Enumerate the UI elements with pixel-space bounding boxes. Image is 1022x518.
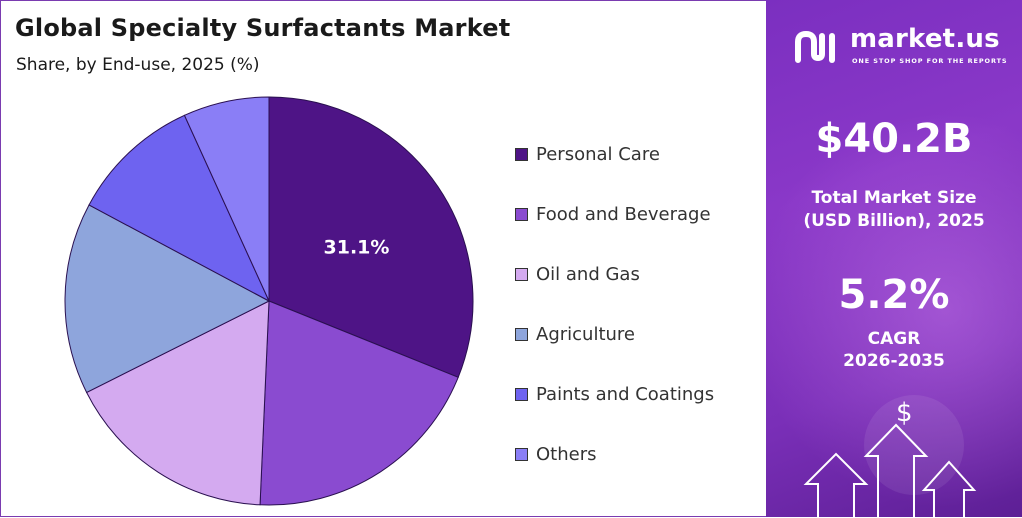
legend-swatch xyxy=(515,207,528,221)
pie-slice-paints-and-coatings xyxy=(88,114,271,303)
legend-label: Food and Beverage xyxy=(536,203,711,225)
pie-slice-others xyxy=(183,96,270,302)
growth-arrows-graphic: $ xyxy=(803,395,977,517)
legend-item-oil-and-gas: Oil and Gas xyxy=(515,262,640,286)
pie-slice-oil-and-gas xyxy=(85,300,270,506)
legend-item-paints-and-coatings: Paints and Coatings xyxy=(515,382,714,406)
chart-title: Global Specialty Surfactants Market xyxy=(15,14,511,42)
chart-subtitle: Share, by End-use, 2025 (%) xyxy=(16,55,260,75)
legend-swatch xyxy=(515,387,528,401)
up-arrow-icon xyxy=(921,460,977,517)
market-size-label-line1: Total Market Size xyxy=(811,188,977,208)
legend-label: Paints and Coatings xyxy=(536,383,715,405)
brand-name: market.us xyxy=(850,24,1000,54)
pie-chart: 31.1% xyxy=(64,96,474,506)
background-glow xyxy=(766,0,1022,517)
legend-item-food-and-beverage: Food and Beverage xyxy=(515,202,711,226)
legend-item-agriculture: Agriculture xyxy=(515,322,635,346)
legend-swatch xyxy=(515,267,528,281)
pie-slice-agriculture xyxy=(64,204,271,394)
market-us-logo-icon xyxy=(795,30,835,63)
legend-label: Others xyxy=(536,443,597,465)
legend-label: Agriculture xyxy=(536,323,635,345)
market-size-value: $40.2B xyxy=(815,116,973,162)
legend-swatch xyxy=(515,327,528,341)
legend-swatch xyxy=(515,447,528,461)
chart-panel: Global Specialty Surfactants Market Shar… xyxy=(0,0,766,517)
legend-item-personal-care: Personal Care xyxy=(515,142,660,166)
legend-label: Oil and Gas xyxy=(536,263,640,285)
cagr-label: CAGR xyxy=(867,329,921,349)
pie-slice-food-and-beverage xyxy=(259,300,459,506)
brand-tagline: ONE STOP SHOP FOR THE REPORTS xyxy=(852,57,1008,65)
pie-data-label: 31.1% xyxy=(324,236,390,258)
pie-slice-personal-care xyxy=(268,96,474,378)
legend-item-others: Others xyxy=(515,442,597,466)
legend-label: Personal Care xyxy=(536,143,660,165)
market-size-label-line2: (USD Billion), 2025 xyxy=(803,211,985,231)
cagr-value: 5.2% xyxy=(838,272,950,318)
dollar-icon: $ xyxy=(896,398,913,428)
brand-logo: market.us ONE STOP SHOP FOR THE REPORTS xyxy=(794,24,1008,70)
summary-panel: market.us ONE STOP SHOP FOR THE REPORTS … xyxy=(766,0,1022,517)
cagr-period: 2026-2035 xyxy=(843,351,945,371)
legend-swatch xyxy=(515,147,528,161)
up-arrow-icon xyxy=(803,452,869,517)
up-arrow-icon xyxy=(863,423,929,517)
